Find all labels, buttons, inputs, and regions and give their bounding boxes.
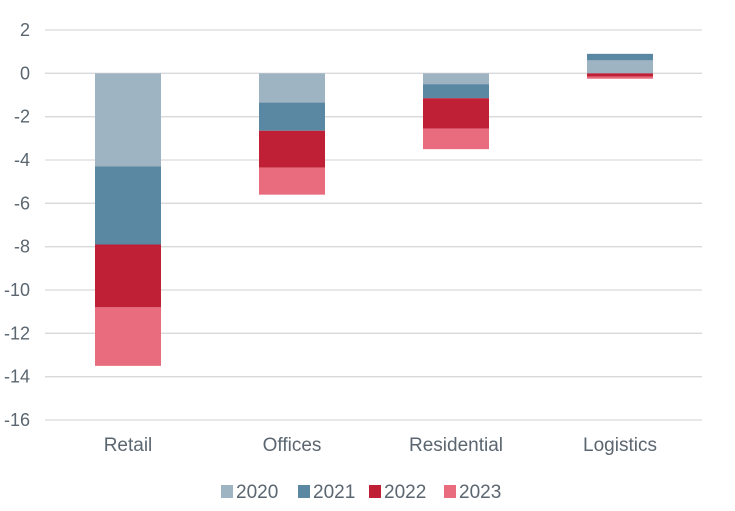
y-tick-label: 2 <box>20 20 30 40</box>
bar-segment-logistics-2021 <box>587 53 653 61</box>
legend-label: 2023 <box>459 482 501 503</box>
legend-swatch <box>444 485 456 498</box>
y-tick-label: -16 <box>4 410 30 430</box>
bar-segment-retail-2022 <box>95 244 161 308</box>
y-tick-label: -10 <box>4 280 30 300</box>
legend-swatch <box>369 485 381 498</box>
x-category-label: Residential <box>409 435 503 456</box>
bar-segment-residential-2021 <box>423 84 489 99</box>
x-axis-categories: Retail Offices Residential Logistics <box>104 435 657 456</box>
bar-segment-residential-2023 <box>423 128 489 150</box>
y-axis-ticks: 2 0 -2 -4 -6 -8 -10 -12 -14 -16 <box>4 20 30 430</box>
legend-swatch <box>298 485 310 498</box>
x-category-label: Logistics <box>583 435 657 456</box>
legend-label: 2020 <box>236 482 278 503</box>
bar-segment-retail-2023 <box>95 307 161 366</box>
y-tick-label: -4 <box>14 150 30 170</box>
y-tick-label: -6 <box>14 193 30 213</box>
legend-label: 2021 <box>313 482 355 503</box>
bar-segment-offices-2023 <box>259 167 325 195</box>
legend-label: 2022 <box>384 482 426 503</box>
y-tick-label: 0 <box>20 63 30 83</box>
bars <box>95 53 653 366</box>
bar-segment-offices-2020 <box>259 73 325 103</box>
x-category-label: Offices <box>263 435 322 456</box>
bar-segment-logistics-2020 <box>587 60 653 74</box>
bar-segment-logistics-2023 <box>587 76 653 79</box>
y-tick-label: -12 <box>4 323 30 343</box>
bar-segment-offices-2022 <box>259 130 325 168</box>
y-tick-label: -2 <box>14 107 30 127</box>
bar-segment-offices-2021 <box>259 102 325 131</box>
bar-segment-retail-2021 <box>95 166 161 245</box>
legend: 2020 2021 2022 2023 <box>221 482 501 503</box>
bar-segment-logistics-2022 <box>587 73 653 77</box>
legend-swatch <box>221 485 233 498</box>
bar-segment-retail-2020 <box>95 73 161 167</box>
x-category-label: Retail <box>104 435 153 456</box>
y-tick-label: -8 <box>14 237 30 257</box>
y-tick-label: -14 <box>4 367 30 387</box>
bar-segment-residential-2022 <box>423 98 489 129</box>
bar-segment-residential-2020 <box>423 73 489 85</box>
